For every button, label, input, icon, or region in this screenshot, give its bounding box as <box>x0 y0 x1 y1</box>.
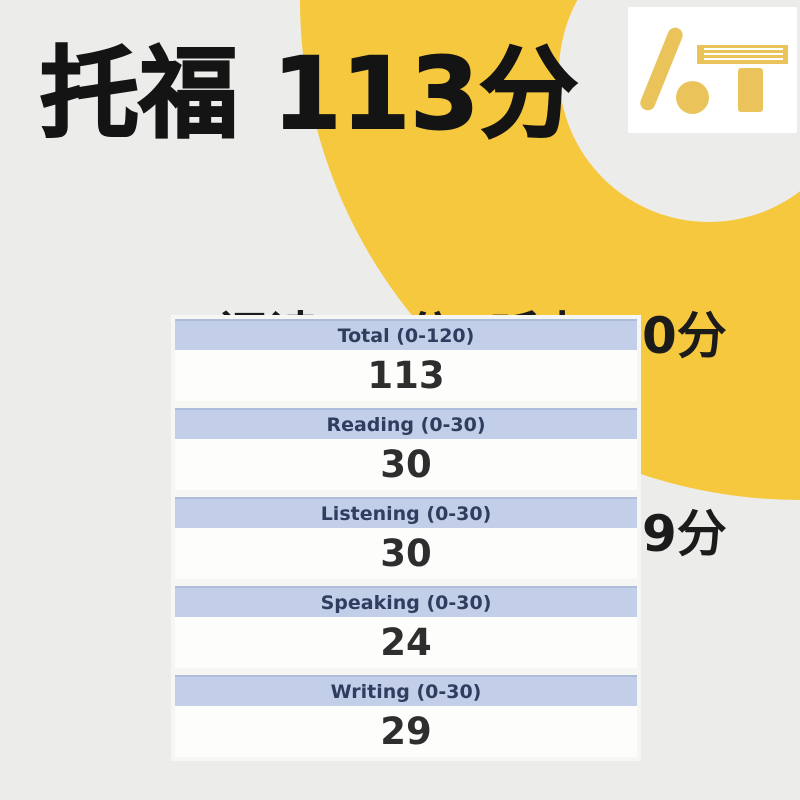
score-row-label: Speaking (0-30) <box>320 591 492 614</box>
score-row-header: Writing (0-30) <box>175 675 637 706</box>
score-table: Total (0-120) 113 Reading (0-30) 30 List… <box>171 315 641 761</box>
headline-toefl-score: 托福 113分 <box>39 37 579 152</box>
score-row-value: 30 <box>175 528 637 579</box>
score-table-row: Listening (0-30) 30 <box>175 497 637 579</box>
logo-t-stem-icon <box>738 68 763 112</box>
score-row-header: Speaking (0-30) <box>175 586 637 617</box>
score-row-value: 113 <box>175 350 637 401</box>
score-row-label: Total (0-120) <box>337 324 475 347</box>
logo-dot-icon <box>676 81 709 114</box>
score-row-header: Reading (0-30) <box>175 408 637 439</box>
score-table-row: Reading (0-30) 30 <box>175 408 637 490</box>
score-row-label: Writing (0-30) <box>330 680 482 703</box>
logo-book-lines-icon <box>697 45 788 64</box>
score-row-label: Reading (0-30) <box>326 413 486 436</box>
score-table-row: Speaking (0-30) 24 <box>175 586 637 668</box>
score-row-value: 29 <box>175 706 637 757</box>
score-row-value: 30 <box>175 439 637 490</box>
score-row-header: Total (0-120) <box>175 319 637 350</box>
score-table-row: Writing (0-30) 29 <box>175 675 637 757</box>
score-row-label: Listening (0-30) <box>320 502 492 525</box>
score-row-header: Listening (0-30) <box>175 497 637 528</box>
score-row-value: 24 <box>175 617 637 668</box>
logo-card <box>628 7 797 133</box>
score-table-row: Total (0-120) 113 <box>175 319 637 401</box>
